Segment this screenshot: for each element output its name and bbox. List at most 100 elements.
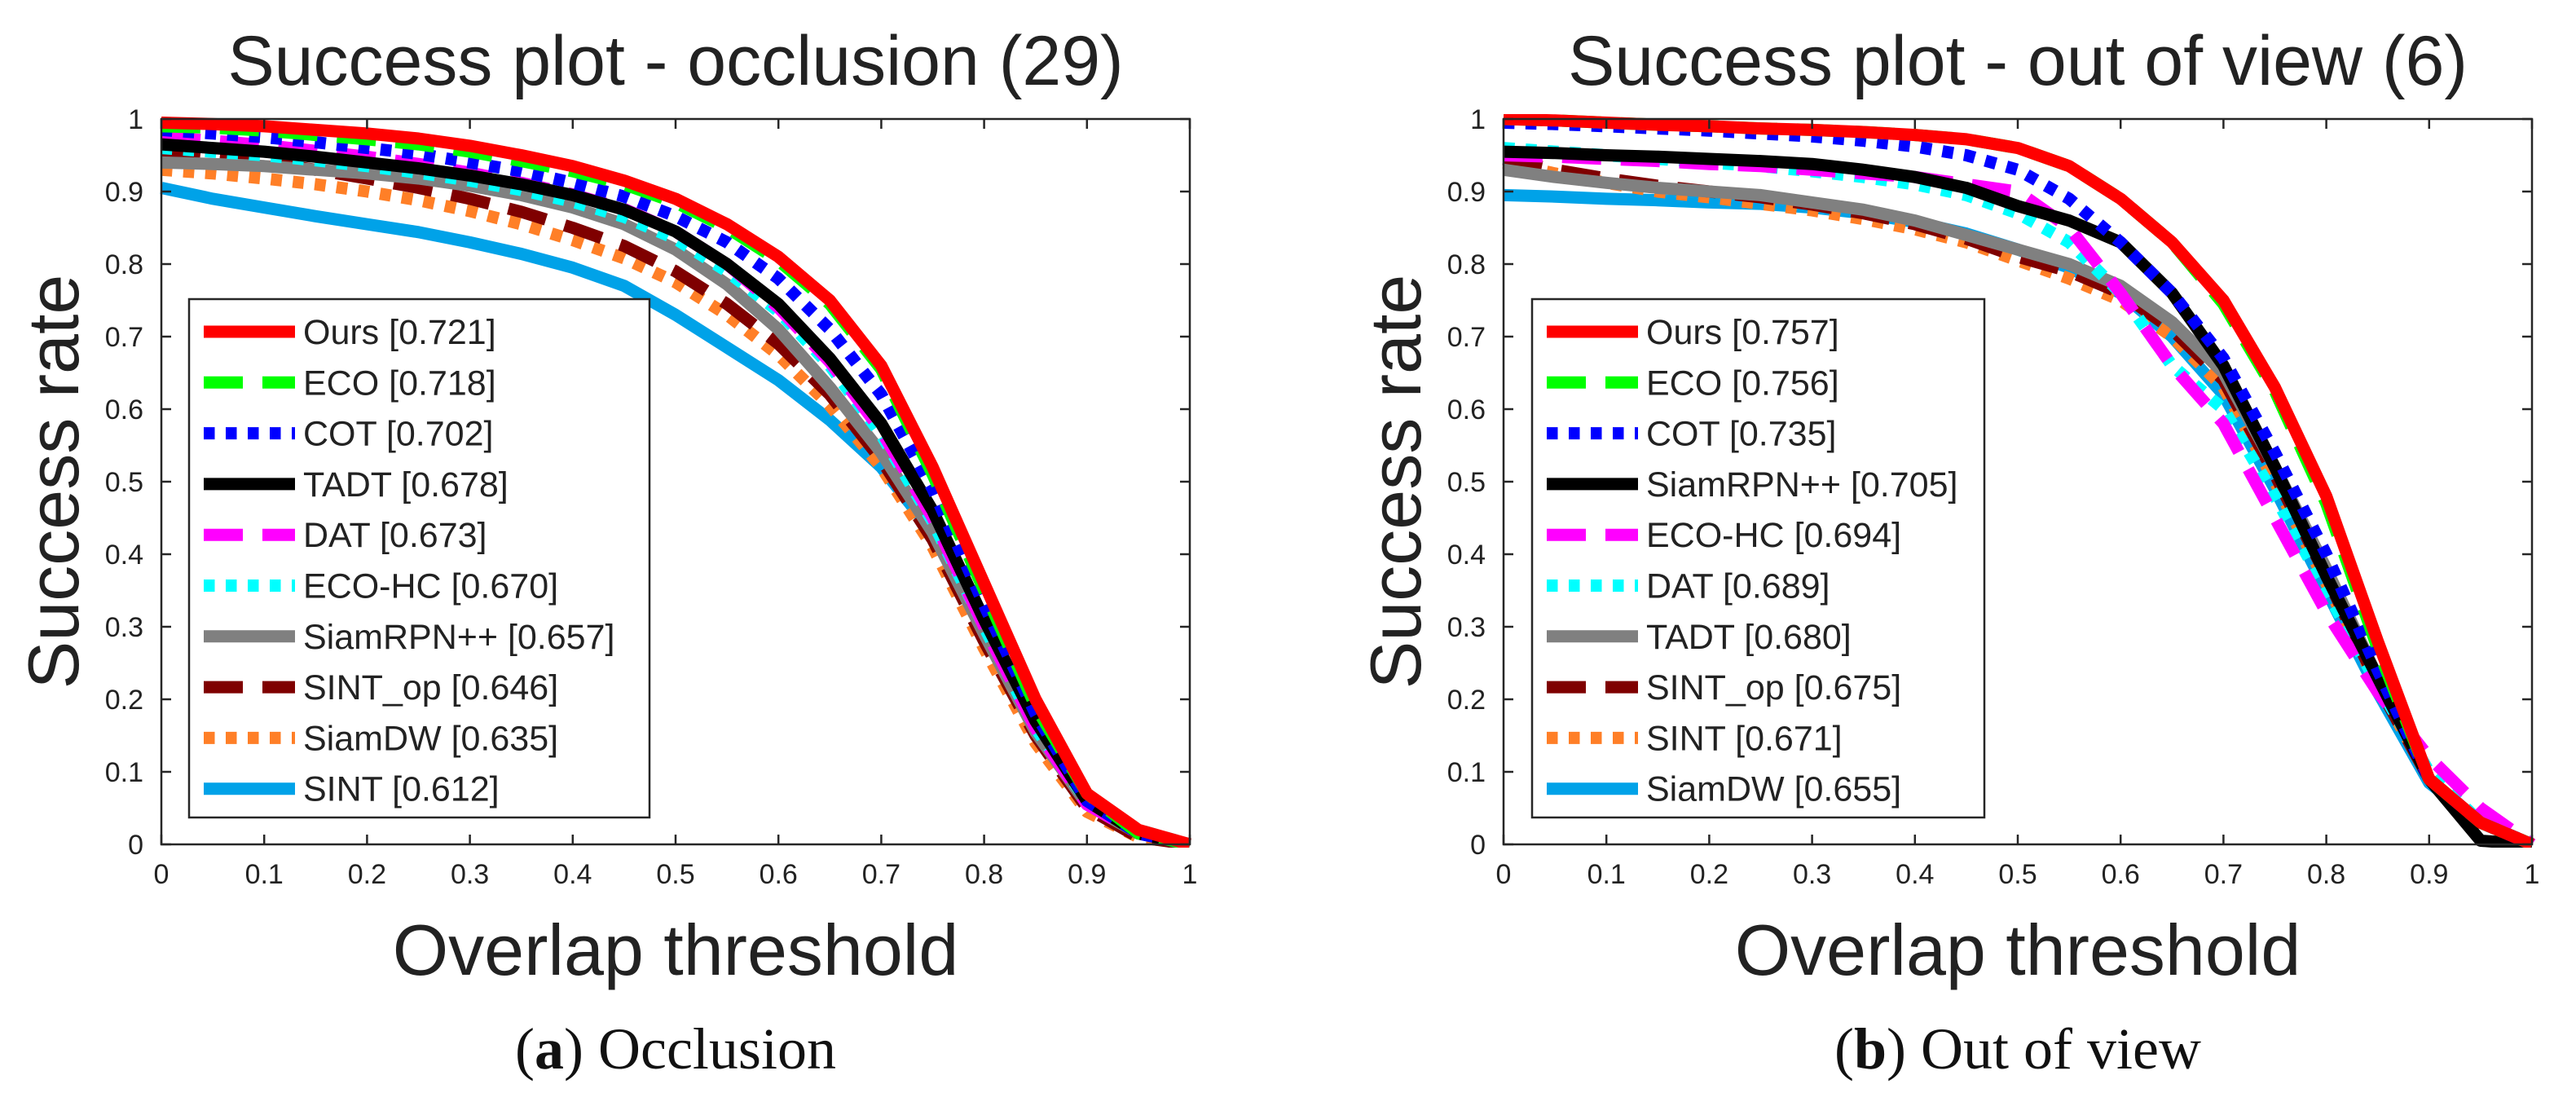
y-tick-label: 0.7 — [105, 322, 143, 353]
legend-series-score: [0.635] — [451, 719, 559, 758]
legend-series-name: SiamDW — [1646, 770, 1794, 809]
legend-series-score: [0.756] — [1732, 364, 1839, 403]
legend-series-score: [0.671] — [1735, 719, 1843, 758]
legend-series-score: [0.680] — [1744, 618, 1852, 657]
x-axis-label: Overlap threshold — [1735, 910, 2301, 990]
legend-label: SiamDW [0.655] — [1646, 770, 1901, 809]
legend: Ours [0.757] ECO [0.756] COT [0.735] SiamRP… — [1530, 297, 1986, 819]
legend-series-score: [0.655] — [1794, 770, 1902, 809]
legend-item-sint: SINT [0.612] — [204, 770, 500, 809]
y-tick-label: 0.9 — [1447, 177, 1486, 208]
legend-label: SINT [0.612] — [303, 770, 500, 809]
x-tick-label: 0 — [154, 859, 170, 890]
legend-item-eco-hc: ECO-HC [0.670] — [204, 567, 558, 606]
legend-series-score: [0.721] — [389, 313, 496, 352]
legend-item-siamdw: SiamDW [0.655] — [1547, 770, 1901, 809]
y-tick-label: 0.3 — [1447, 612, 1486, 643]
x-tick-label: 0.6 — [2102, 859, 2140, 890]
legend-series-name: DAT — [303, 516, 380, 555]
legend-label: ECO [0.756] — [1646, 364, 1839, 403]
legend-label: COT [0.735] — [1646, 415, 1836, 454]
legend-item-sint-op: SINT_op [0.646] — [204, 668, 558, 707]
x-tick-label: 0.1 — [245, 859, 284, 890]
y-tick-label: 0 — [1470, 830, 1486, 861]
y-tick-label: 0.2 — [1447, 685, 1486, 716]
x-tick-label: 0.2 — [348, 859, 386, 890]
legend-series-name: SINT — [1646, 719, 1735, 758]
legend-item-cot: COT [0.702] — [204, 415, 493, 454]
series-line-siamrpn- — [1503, 145, 2533, 848]
caption-letter: a — [535, 1016, 564, 1082]
y-tick-label: 0.5 — [105, 467, 143, 498]
caption-text: Out of view — [1921, 1016, 2201, 1082]
y-tick-label: 0.4 — [105, 540, 143, 571]
x-tick-label: 1 — [2525, 859, 2540, 890]
legend-series-score: [0.705] — [1851, 465, 1958, 505]
y-tick-label: 0.4 — [1447, 540, 1486, 571]
x-tick-label: 0.4 — [553, 859, 592, 890]
legend-label: DAT [0.689] — [1646, 567, 1830, 606]
legend-item-tadt: TADT [0.680] — [1547, 618, 1852, 657]
legend-label: ECO-HC [0.694] — [1646, 516, 1901, 555]
legend-item-ours: Ours [0.721] — [204, 313, 496, 352]
legend-series-name: SINT_op — [303, 668, 451, 707]
legend-label: ECO [0.718] — [303, 364, 496, 403]
chart-title: Success plot - out of view (6) — [1568, 22, 2468, 100]
legend-series-name: COT — [303, 415, 386, 454]
y-tick-label: 1 — [1470, 104, 1486, 135]
y-tick-label: 0.1 — [1447, 757, 1486, 788]
legend-series-score: [0.646] — [451, 668, 559, 707]
legend-item-ours: Ours [0.757] — [1547, 313, 1839, 352]
legend-series-name: SiamDW — [303, 719, 451, 758]
legend-series-name: ECO — [303, 364, 389, 403]
legend-item-siamdw: SiamDW [0.635] — [204, 719, 558, 758]
x-tick-label: 0.9 — [1068, 859, 1106, 890]
caption-letter: b — [1854, 1016, 1887, 1082]
x-tick-label: 0.8 — [965, 859, 1003, 890]
legend-label: SINT_op [0.646] — [303, 668, 558, 707]
legend-label: ECO-HC [0.670] — [303, 567, 558, 606]
legend-item-sint-op: SINT_op [0.675] — [1547, 668, 1901, 707]
legend-item-eco-hc: ECO-HC [0.694] — [1547, 516, 1901, 555]
legend-item-eco: ECO [0.756] — [1547, 364, 1839, 403]
legend-item-dat: DAT [0.689] — [1547, 567, 1830, 606]
legend-series-name: ECO-HC — [1646, 516, 1794, 555]
legend-series-name: TADT — [303, 465, 401, 505]
legend-series-name: SINT — [303, 770, 392, 809]
legend-label: SiamRPN++ [0.657] — [303, 618, 614, 657]
y-tick-label: 0.1 — [105, 757, 143, 788]
x-tick-label: 0.1 — [1587, 859, 1626, 890]
legend-series-name: ECO-HC — [303, 567, 451, 606]
legend-series-score: [0.678] — [401, 465, 509, 505]
x-tick-label: 0.6 — [760, 859, 798, 890]
legend-series-name: SiamRPN++ — [1646, 465, 1851, 505]
figure-caption: (b) Out of view — [1834, 1016, 2201, 1082]
y-tick-label: 0 — [128, 830, 143, 861]
y-tick-label: 0.9 — [105, 177, 143, 208]
legend-label: SiamRPN++ [0.705] — [1646, 465, 1957, 505]
legend-label: TADT [0.680] — [1646, 618, 1852, 657]
legend-item-siamrpn-: SiamRPN++ [0.705] — [1547, 465, 1957, 505]
y-tick-label: 0.2 — [105, 685, 143, 716]
y-tick-label: 0.8 — [105, 249, 143, 280]
legend-series-score: [0.657] — [508, 618, 615, 657]
legend-series-score: [0.612] — [392, 770, 500, 809]
legend-series-score: [0.718] — [389, 364, 496, 403]
legend-series-name: ECO — [1646, 364, 1732, 403]
x-tick-label: 0.4 — [1896, 859, 1934, 890]
x-tick-label: 0.7 — [862, 859, 900, 890]
y-tick-label: 0.3 — [105, 612, 143, 643]
series-line-ours — [1503, 114, 2534, 848]
y-tick-label: 0.8 — [1447, 249, 1486, 280]
legend-series-name: SiamRPN++ — [303, 618, 508, 657]
series-line-cot — [1503, 117, 2534, 848]
series-group — [160, 117, 1192, 848]
y-tick-label: 1 — [128, 104, 143, 135]
legend: Ours [0.721] ECO [0.718] COT [0.702] TADT [… — [187, 297, 651, 819]
legend-label: COT [0.702] — [303, 415, 493, 454]
legend-label: SiamDW [0.635] — [303, 719, 558, 758]
x-tick-label: 0.3 — [451, 859, 489, 890]
x-tick-label: 1 — [1182, 859, 1198, 890]
legend-series-score: [0.689] — [1723, 567, 1830, 606]
